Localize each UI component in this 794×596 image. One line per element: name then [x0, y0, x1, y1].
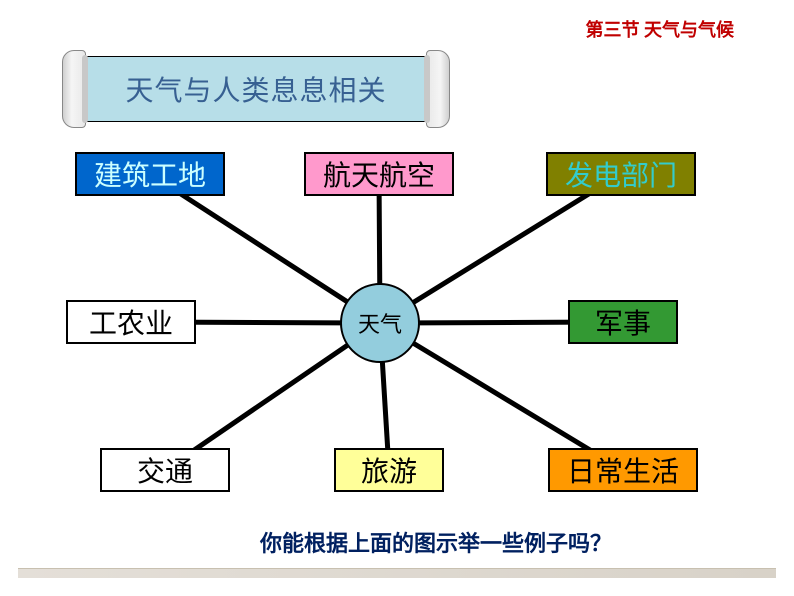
node-construction: 建筑工地 — [75, 152, 225, 196]
spider-diagram: 天气 建筑工地 航天航空 发电部门工农业 军事交通 旅游 日常生活 — [0, 140, 794, 540]
node-power: 发电部门 — [546, 152, 696, 196]
section-header: 第三节 天气与气候 — [586, 16, 735, 42]
edge-construction — [161, 181, 346, 301]
node-daily: 日常生活 — [548, 448, 698, 492]
edge-daily — [414, 344, 611, 463]
node-industry: 工农业 — [66, 300, 196, 344]
title-banner: 天气与人类息息相关 — [62, 50, 450, 128]
scroll-decor-left — [62, 50, 86, 128]
center-node: 天气 — [340, 283, 420, 363]
edge-aerospace — [379, 187, 380, 283]
edge-tourism — [382, 363, 388, 457]
node-daily-label: 日常生活 — [567, 450, 679, 490]
node-tourism: 旅游 — [334, 448, 444, 492]
node-military-label: 军事 — [595, 302, 651, 342]
edge-power — [414, 181, 610, 302]
node-military: 军事 — [568, 300, 678, 344]
node-construction-label: 建筑工地 — [94, 154, 206, 194]
node-industry-label: 工农业 — [89, 302, 173, 342]
node-aerospace-label: 航天航空 — [323, 154, 435, 194]
edge-traffic — [176, 346, 347, 463]
node-aerospace: 航天航空 — [304, 152, 454, 196]
page-title: 天气与人类息息相关 — [125, 69, 386, 109]
node-traffic: 交通 — [100, 448, 230, 492]
question-text: 你能根据上面的图示举一些例子吗？ — [260, 526, 612, 558]
banner-body: 天气与人类息息相关 — [82, 56, 430, 122]
node-tourism-label: 旅游 — [361, 450, 417, 490]
node-power-label: 发电部门 — [565, 154, 677, 194]
footer-divider — [18, 568, 776, 578]
node-traffic-label: 交通 — [137, 450, 193, 490]
scroll-decor-right — [426, 50, 450, 128]
center-label: 天气 — [358, 307, 402, 339]
